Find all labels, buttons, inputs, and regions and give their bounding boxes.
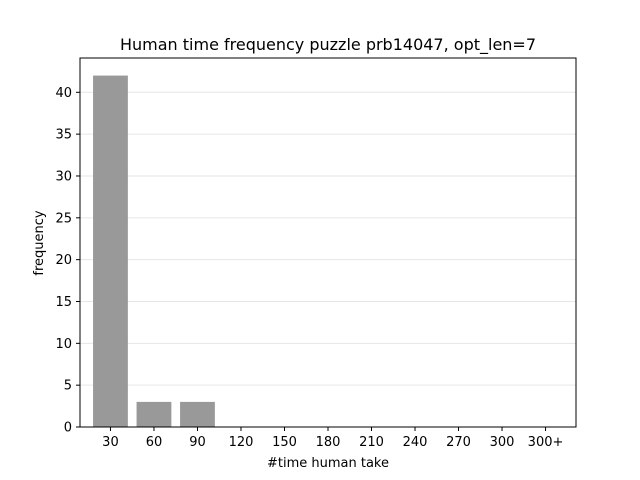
y-axis: 0 5 10 15 20 25 30 35 40 — [55, 86, 80, 436]
x-tick-label: 300 — [490, 435, 515, 450]
x-tick-label: 150 — [272, 435, 297, 450]
x-tick-label: 180 — [316, 435, 341, 450]
bar-90 — [180, 401, 215, 427]
y-tick-label: 40 — [55, 86, 72, 101]
x-tick-label: 30 — [102, 435, 119, 450]
x-tick-label: 90 — [189, 435, 206, 450]
x-axis-label: #time human take — [267, 456, 389, 471]
x-tick-label: 270 — [446, 435, 471, 450]
plot-frame — [79, 57, 577, 428]
bar-30 — [93, 75, 128, 428]
grid-lines — [80, 91, 576, 386]
y-tick-label: 20 — [55, 253, 72, 268]
y-tick-label: 10 — [55, 337, 72, 352]
x-tick-label: 210 — [359, 435, 384, 450]
y-tick-label: 25 — [55, 211, 72, 226]
x-tick-label: 120 — [229, 435, 254, 450]
x-tick-label: 240 — [403, 435, 428, 450]
x-axis: 30 60 90 120 150 180 210 240 270 300 300+ — [102, 427, 563, 450]
x-tick-label: 300+ — [528, 435, 564, 450]
y-tick-label: 5 — [64, 379, 72, 394]
y-tick-label: 0 — [64, 421, 72, 436]
y-tick-label: 15 — [55, 295, 72, 310]
x-tick-label: 60 — [146, 435, 163, 450]
y-tick-label: 35 — [55, 128, 72, 143]
chart-title: Human time frequency puzzle prb14047, op… — [120, 35, 536, 55]
y-axis-label: frequency — [32, 210, 47, 276]
y-tick-label: 30 — [55, 169, 72, 184]
bar-60 — [136, 401, 172, 427]
bars — [93, 75, 215, 428]
